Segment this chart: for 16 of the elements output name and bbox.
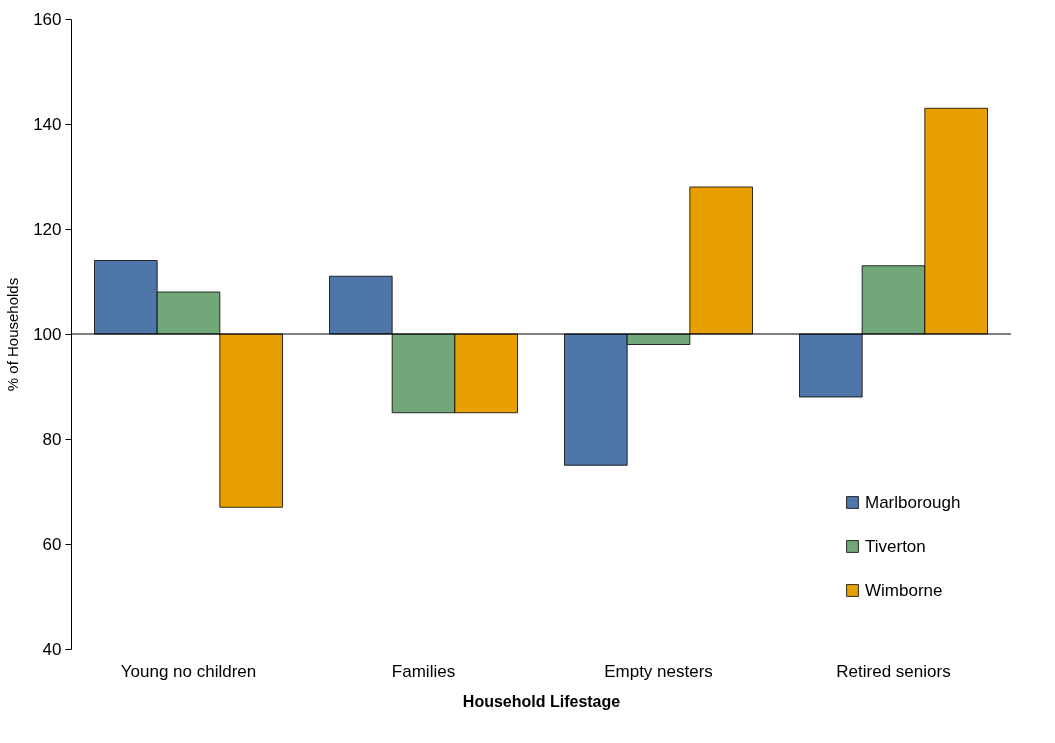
legend-label: Tiverton xyxy=(865,536,926,556)
y-tick-label: 80 xyxy=(42,429,62,449)
y-tick-label: 160 xyxy=(33,9,62,29)
x-axis-title: Household Lifestage xyxy=(462,692,621,710)
x-tick-label: Retired seniors xyxy=(836,661,951,681)
y-tick-label: 120 xyxy=(33,219,62,239)
y-tick-label: 140 xyxy=(33,114,62,134)
y-axis-title: % of Households xyxy=(4,277,22,392)
legend-label: Marlborough xyxy=(865,492,961,512)
y-tick-label: 40 xyxy=(42,639,62,659)
x-tick-label: Empty nesters xyxy=(604,661,713,681)
x-tick-label: Young no children xyxy=(120,661,257,681)
y-tick-label: 60 xyxy=(42,534,62,554)
y-tick-label: 100 xyxy=(33,324,62,344)
legend-label: Wimborne xyxy=(865,580,943,600)
x-tick-label: Families xyxy=(391,661,456,681)
